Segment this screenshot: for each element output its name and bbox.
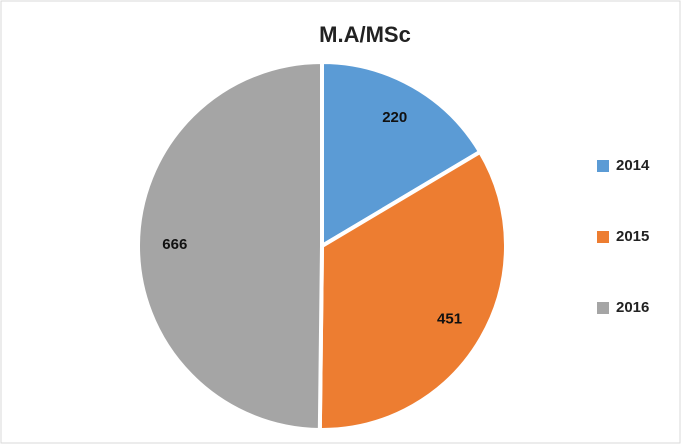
pie-slice <box>320 59 483 250</box>
data-label: 666 <box>162 236 187 253</box>
data-label: 451 <box>437 310 462 327</box>
pie-slice <box>317 149 508 432</box>
chart-title: M.A/MSc <box>319 22 411 47</box>
legend-label: 2016 <box>616 299 649 316</box>
legend-label: 2014 <box>616 157 650 174</box>
legend-swatch <box>597 302 609 314</box>
legend-swatch <box>597 160 609 172</box>
data-label: 220 <box>382 109 407 126</box>
legend-label: 2015 <box>616 228 649 245</box>
legend-swatch <box>597 231 609 243</box>
pie-slice <box>136 59 324 433</box>
